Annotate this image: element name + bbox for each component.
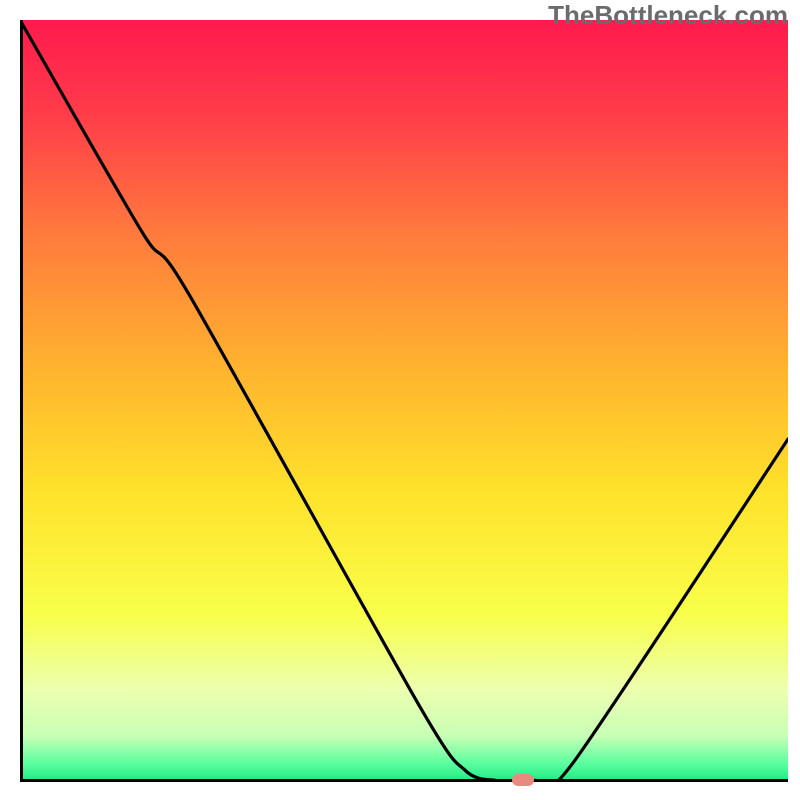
bottleneck-curve: [20, 20, 788, 782]
watermark-text: TheBottleneck.com: [548, 0, 788, 31]
chart-container: TheBottleneck.com: [0, 0, 800, 800]
optimal-point-marker: [512, 774, 534, 786]
plot-area: [20, 20, 788, 782]
